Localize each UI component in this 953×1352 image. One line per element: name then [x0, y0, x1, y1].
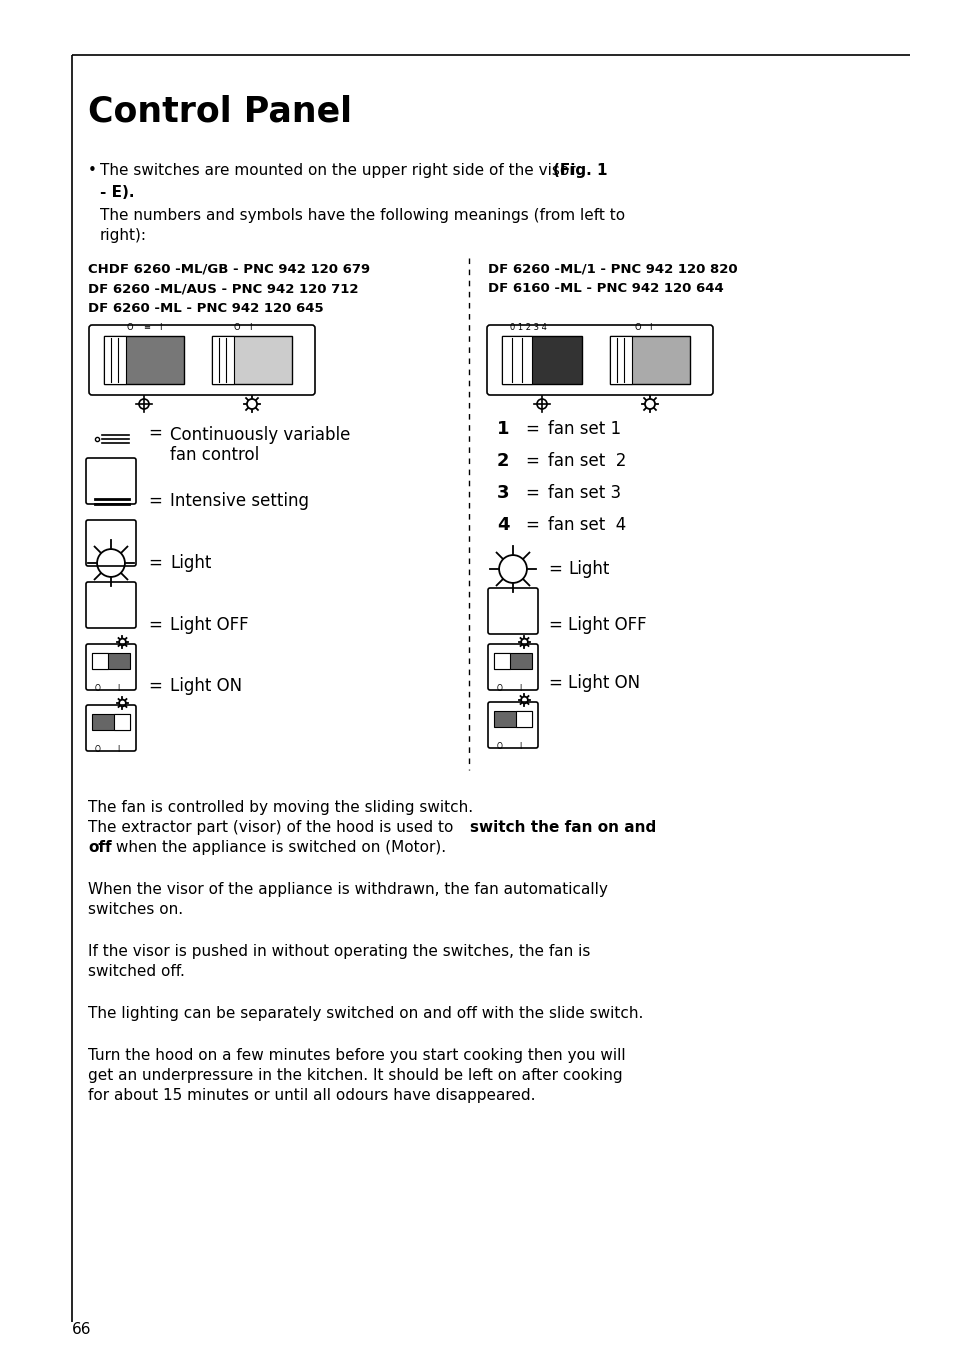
Text: 66: 66	[71, 1322, 91, 1337]
Text: fan set 1: fan set 1	[547, 420, 620, 438]
Text: fan set  4: fan set 4	[547, 516, 625, 534]
Text: I: I	[518, 742, 520, 750]
Text: fan control: fan control	[170, 446, 259, 464]
Text: DF 6260 -ML/1 - PNC 942 120 820: DF 6260 -ML/1 - PNC 942 120 820	[488, 262, 737, 274]
Text: right):: right):	[100, 228, 147, 243]
Bar	[494, 653, 510, 669]
FancyBboxPatch shape	[486, 324, 712, 395]
Bar	[494, 653, 532, 669]
Text: When the visor of the appliance is withdrawn, the fan automatically: When the visor of the appliance is withd…	[88, 882, 607, 896]
Text: =: =	[524, 420, 538, 438]
Bar	[114, 714, 130, 730]
Text: O: O	[497, 742, 502, 750]
Text: 4: 4	[497, 516, 509, 534]
Text: fan set 3: fan set 3	[547, 484, 620, 502]
Bar	[91, 714, 130, 730]
Text: switched off.: switched off.	[88, 964, 185, 979]
Text: The switches are mounted on the upper right side of the visor: The switches are mounted on the upper ri…	[100, 164, 579, 178]
Text: O: O	[497, 684, 502, 694]
Text: =: =	[524, 484, 538, 502]
Text: Light OFF: Light OFF	[567, 617, 646, 634]
Text: =: =	[148, 425, 162, 442]
Text: Continuously variable: Continuously variable	[170, 426, 350, 443]
Text: I: I	[648, 323, 651, 333]
Bar	[501, 337, 532, 384]
Bar	[516, 711, 532, 727]
Text: Light ON: Light ON	[170, 677, 242, 695]
Text: O: O	[233, 323, 240, 333]
Text: The fan is controlled by moving the sliding switch.: The fan is controlled by moving the slid…	[88, 800, 473, 815]
Text: =: =	[547, 675, 561, 692]
Text: Control Panel: Control Panel	[88, 95, 352, 128]
Text: Light: Light	[567, 560, 609, 579]
Text: switch the fan on and: switch the fan on and	[470, 821, 656, 836]
Text: 3: 3	[497, 484, 509, 502]
Text: (Fig. 1: (Fig. 1	[553, 164, 607, 178]
Text: off: off	[88, 840, 112, 854]
Bar	[609, 337, 631, 384]
Text: 1: 1	[497, 420, 509, 438]
Text: I: I	[518, 684, 520, 694]
Text: O: O	[95, 684, 101, 694]
Bar	[494, 711, 532, 727]
Text: 0 1 2 3 4: 0 1 2 3 4	[509, 323, 546, 333]
Text: DF 6260 -ML/AUS - PNC 942 120 712: DF 6260 -ML/AUS - PNC 942 120 712	[88, 283, 358, 295]
Text: fan set  2: fan set 2	[547, 452, 626, 470]
Bar	[91, 653, 130, 669]
Text: The numbers and symbols have the following meanings (from left to: The numbers and symbols have the followi…	[100, 208, 624, 223]
FancyBboxPatch shape	[86, 521, 136, 566]
Text: =: =	[547, 617, 561, 634]
Text: =: =	[547, 560, 561, 579]
FancyBboxPatch shape	[86, 644, 136, 690]
Bar	[104, 337, 184, 384]
Bar	[609, 337, 689, 384]
Text: Intensive setting: Intensive setting	[170, 492, 309, 510]
Text: If the visor is pushed in without operating the switches, the fan is: If the visor is pushed in without operat…	[88, 944, 590, 959]
FancyBboxPatch shape	[86, 704, 136, 750]
Text: =: =	[148, 617, 162, 634]
Text: Light: Light	[170, 554, 212, 572]
Text: The lighting can be separately switched on and off with the slide switch.: The lighting can be separately switched …	[88, 1006, 642, 1021]
Text: Light ON: Light ON	[567, 675, 639, 692]
FancyBboxPatch shape	[86, 458, 136, 504]
FancyBboxPatch shape	[488, 702, 537, 748]
Text: =: =	[148, 492, 162, 510]
FancyBboxPatch shape	[488, 644, 537, 690]
Text: •: •	[88, 164, 97, 178]
Bar	[104, 337, 126, 384]
Text: =: =	[524, 516, 538, 534]
FancyBboxPatch shape	[89, 324, 314, 395]
Text: for about 15 minutes or until all odours have disappeared.: for about 15 minutes or until all odours…	[88, 1088, 535, 1103]
Text: switches on.: switches on.	[88, 902, 183, 917]
Text: I: I	[249, 323, 251, 333]
Bar	[212, 337, 292, 384]
FancyBboxPatch shape	[86, 581, 136, 627]
FancyBboxPatch shape	[488, 588, 537, 634]
Text: =: =	[524, 452, 538, 470]
Text: I: I	[158, 323, 161, 333]
Text: O: O	[634, 323, 640, 333]
Text: Light OFF: Light OFF	[170, 617, 249, 634]
Text: 2: 2	[497, 452, 509, 470]
Text: DF 6160 -ML - PNC 942 120 644: DF 6160 -ML - PNC 942 120 644	[488, 283, 723, 295]
Text: I: I	[117, 745, 119, 754]
Text: O: O	[95, 745, 101, 754]
Text: Turn the hood on a few minutes before you start cooking then you will: Turn the hood on a few minutes before yo…	[88, 1048, 625, 1063]
Bar	[91, 653, 108, 669]
Text: when the appliance is switched on (Motor).: when the appliance is switched on (Motor…	[111, 840, 446, 854]
Text: O: O	[127, 323, 133, 333]
Text: I: I	[117, 684, 119, 694]
Text: =: =	[148, 677, 162, 695]
Bar	[212, 337, 233, 384]
Text: CHDF 6260 -ML/GB - PNC 942 120 679: CHDF 6260 -ML/GB - PNC 942 120 679	[88, 262, 370, 274]
Text: get an underpressure in the kitchen. It should be left on after cooking: get an underpressure in the kitchen. It …	[88, 1068, 622, 1083]
Text: ≡: ≡	[143, 323, 151, 333]
Text: DF 6260 -ML - PNC 942 120 645: DF 6260 -ML - PNC 942 120 645	[88, 301, 323, 315]
Text: =: =	[148, 554, 162, 572]
Text: The extractor part (visor) of the hood is used to: The extractor part (visor) of the hood i…	[88, 821, 457, 836]
Bar	[501, 337, 581, 384]
Text: - E).: - E).	[100, 185, 134, 200]
